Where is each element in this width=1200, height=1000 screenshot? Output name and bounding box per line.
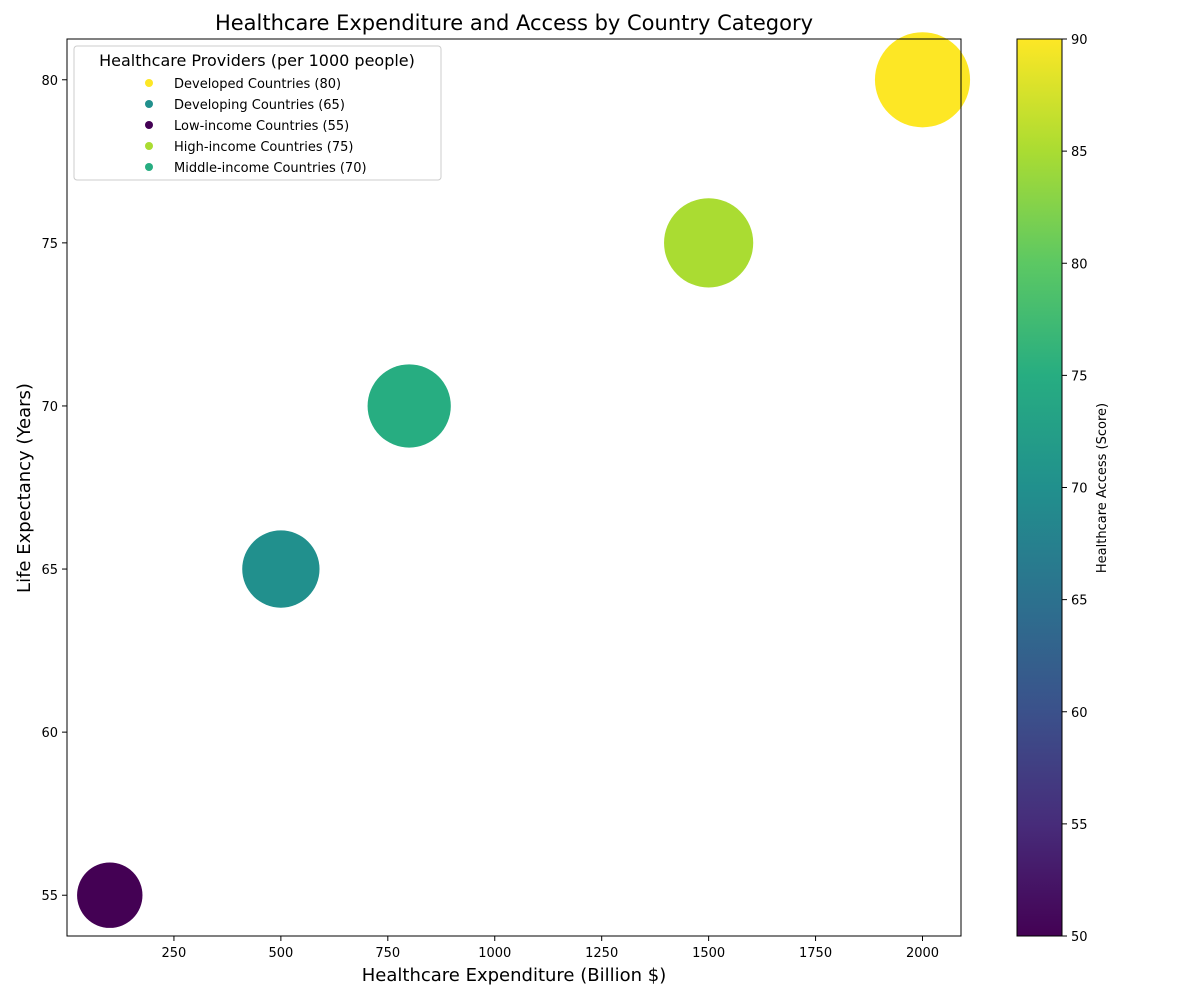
y-tick-label: 60: [41, 726, 58, 741]
y-tick-label: 65: [41, 563, 58, 578]
colorbar-tick-label: 90: [1071, 33, 1088, 48]
x-axis: 250 500 750 1000 1250 1500 1750 2000: [162, 936, 939, 961]
x-axis-label: Healthcare Expenditure (Billion $): [362, 965, 666, 986]
legend-marker: [145, 142, 153, 150]
y-axis-label: Life Expectancy (Years): [14, 383, 35, 593]
bubble-developed-countries: [874, 32, 971, 128]
colorbar-tick-label: 65: [1071, 594, 1088, 609]
colorbar-tick-label: 50: [1071, 930, 1088, 945]
y-tick-label: 75: [41, 237, 58, 252]
x-tick-label: 250: [162, 946, 187, 961]
colorbar-tick-label: 55: [1071, 818, 1088, 833]
y-tick-label: 80: [41, 74, 58, 89]
x-tick-label: 1000: [478, 946, 511, 961]
colorbar-tick-label: 70: [1071, 482, 1088, 497]
y-axis: 55 60 65 70 75 80: [41, 74, 67, 904]
legend-label: Developed Countries (80): [174, 77, 341, 92]
x-tick-label: 1500: [692, 946, 725, 961]
plot-frame: [66, 38, 962, 937]
bubble-low-income-countries: [77, 862, 143, 928]
colorbar-bar: [1016, 38, 1063, 937]
colorbar-tick-label: 75: [1071, 369, 1088, 384]
colorbar-label: Healthcare Access (Score): [1095, 403, 1110, 573]
legend-marker: [145, 100, 153, 108]
legend-marker: [145, 79, 153, 87]
x-tick-label: 500: [268, 946, 293, 961]
bubble-developing-countries: [242, 530, 320, 608]
legend: Healthcare Providers (per 1000 people) D…: [73, 45, 442, 181]
legend-entries: Developed Countries (80) Developing Count…: [145, 77, 367, 176]
legend-label: High-income Countries (75): [174, 140, 353, 155]
x-tick-label: 750: [375, 946, 400, 961]
legend-marker: [145, 163, 153, 171]
legend-box: [73, 45, 442, 181]
legend-label: Developing Countries (65): [174, 98, 345, 113]
legend-title: Healthcare Providers (per 1000 people): [99, 51, 415, 70]
legend-marker: [145, 121, 153, 129]
chart-title: Healthcare Expenditure and Access by Cou…: [215, 11, 813, 35]
bubble-middle-income-countries: [367, 364, 451, 448]
colorbar-tick-label: 80: [1071, 257, 1088, 272]
plot-area: [77, 32, 971, 928]
x-tick-label: 1250: [585, 946, 618, 961]
bubble-high-income-countries: [664, 198, 754, 288]
y-tick-label: 55: [41, 889, 58, 904]
x-tick-label: 1750: [799, 946, 832, 961]
y-tick-label: 70: [41, 400, 58, 415]
colorbar-tick-label: 85: [1071, 145, 1088, 160]
colorbar: 50 55 60 65 70 75 80 85 90 Healthcare Access (Sc…: [1016, 33, 1110, 945]
legend-label: Middle-income Countries (70): [174, 161, 367, 176]
colorbar-ticks: 50 55 60 65 70 75 80 85 90: [1062, 33, 1088, 945]
colorbar-tick-label: 60: [1071, 706, 1088, 721]
legend-label: Low-income Countries (55): [174, 119, 349, 134]
x-tick-label: 2000: [906, 946, 939, 961]
